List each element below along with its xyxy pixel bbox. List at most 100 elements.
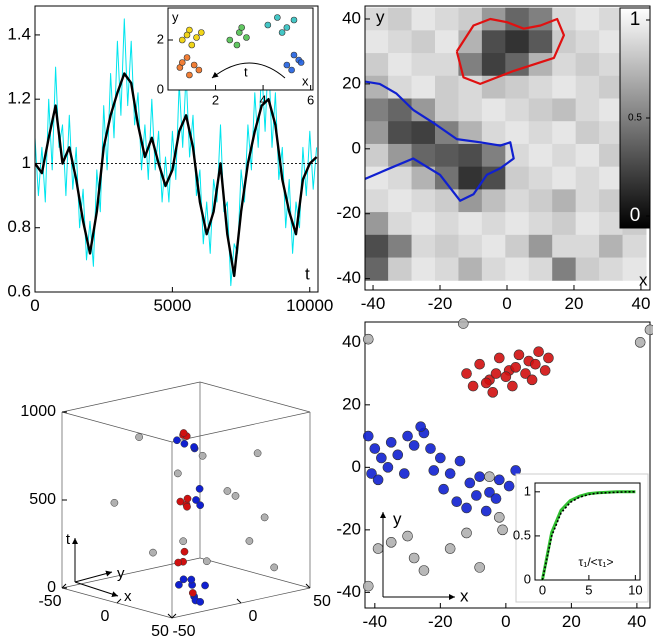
- x-tick-label: -20: [428, 612, 453, 631]
- heat-cell: [411, 257, 436, 281]
- heat-cell: [365, 234, 389, 259]
- heat-cell: [575, 75, 600, 100]
- heat-cell: [388, 98, 413, 122]
- heat-cell: [505, 234, 530, 259]
- panel-2-plot: [365, 7, 647, 281]
- point: [264, 21, 272, 29]
- x-tick-label: 6: [307, 92, 314, 107]
- point: [500, 371, 512, 382]
- heat-cell: [505, 143, 530, 168]
- x-tick-label: 20: [562, 612, 581, 631]
- point: [408, 552, 420, 564]
- heat-cell: [365, 30, 389, 54]
- colorbar-tick-label: 0: [630, 205, 641, 226]
- heat-cell: [552, 75, 577, 100]
- point: [195, 484, 204, 493]
- heat-cell: [528, 7, 553, 31]
- heat-cell: [411, 98, 436, 122]
- point: [190, 61, 198, 69]
- point: [253, 449, 262, 458]
- heat-cell: [365, 143, 389, 168]
- point: [543, 352, 554, 364]
- point: [435, 452, 446, 464]
- point: [474, 358, 485, 370]
- point: [196, 501, 205, 510]
- point: [402, 530, 413, 542]
- heat-cell: [434, 212, 459, 236]
- y-tick-label: 0.8: [7, 217, 31, 236]
- heat-cell: [528, 212, 553, 236]
- heat-cell: [505, 189, 530, 213]
- heat-cell: [505, 166, 530, 190]
- point: [195, 66, 203, 74]
- colorbar: [619, 7, 651, 229]
- y-tick-label: 0.5: [513, 527, 531, 542]
- point: [290, 51, 298, 59]
- heat-cell: [481, 234, 506, 259]
- heat-cell: [388, 53, 413, 77]
- point: [464, 477, 476, 489]
- heat-cell: [481, 166, 506, 190]
- heat-cell: [552, 7, 577, 31]
- x-tick-label: 5000: [153, 296, 191, 315]
- axis-arrow: [74, 570, 113, 583]
- y-tick-label: 40: [342, 332, 361, 351]
- cluster-contour: [455, 17, 565, 85]
- point: [198, 451, 207, 460]
- point: [179, 575, 188, 584]
- y-axis-label: y: [393, 509, 402, 528]
- point: [480, 377, 492, 389]
- heat-cell: [505, 30, 530, 54]
- point: [288, 66, 295, 74]
- point: [454, 455, 466, 467]
- heat-cell: [365, 212, 389, 236]
- box-edge: [171, 411, 311, 443]
- heat-cell: [434, 143, 459, 168]
- y-tick: [236, 598, 242, 604]
- plot-frame: [34, 5, 319, 293]
- point: [180, 439, 189, 448]
- plot-frame: [534, 482, 641, 581]
- point: [533, 346, 544, 357]
- point: [372, 474, 384, 486]
- point: [183, 494, 192, 503]
- point: [197, 29, 205, 36]
- plot-frame: [167, 7, 314, 91]
- heat-cell: [481, 143, 506, 168]
- point: [494, 474, 505, 486]
- x-axis-label: x: [639, 270, 648, 289]
- point: [494, 352, 505, 364]
- heat-cell: [411, 30, 436, 54]
- x-tick-label: 40: [631, 294, 650, 313]
- point: [382, 462, 394, 473]
- point: [231, 492, 240, 500]
- point: [451, 496, 463, 508]
- heat-cell: [575, 166, 600, 190]
- heat-cell: [481, 98, 506, 122]
- point: [385, 437, 397, 448]
- y-tick-label: 0: [352, 457, 361, 476]
- heat-cell: [505, 98, 530, 122]
- point: [238, 24, 245, 31]
- heat-cell: [599, 75, 624, 100]
- point: [402, 430, 413, 442]
- x-tick-label: -40: [361, 294, 386, 313]
- heat-cell: [458, 189, 483, 213]
- point: [179, 537, 188, 546]
- heat-cell: [552, 257, 577, 281]
- point: [223, 487, 232, 495]
- point: [474, 471, 485, 483]
- x-tick-label: 0: [30, 296, 39, 315]
- point: [110, 498, 119, 507]
- y-tick-label: 0: [524, 571, 531, 586]
- point: [188, 589, 197, 597]
- inset-annotation: t: [244, 64, 248, 79]
- point: [376, 452, 387, 464]
- point: [178, 36, 186, 44]
- heat-cell: [458, 212, 483, 236]
- point: [270, 563, 279, 572]
- point: [362, 333, 374, 345]
- point: [385, 537, 397, 548]
- y-tick: [167, 613, 173, 619]
- heat-cell: [365, 7, 389, 31]
